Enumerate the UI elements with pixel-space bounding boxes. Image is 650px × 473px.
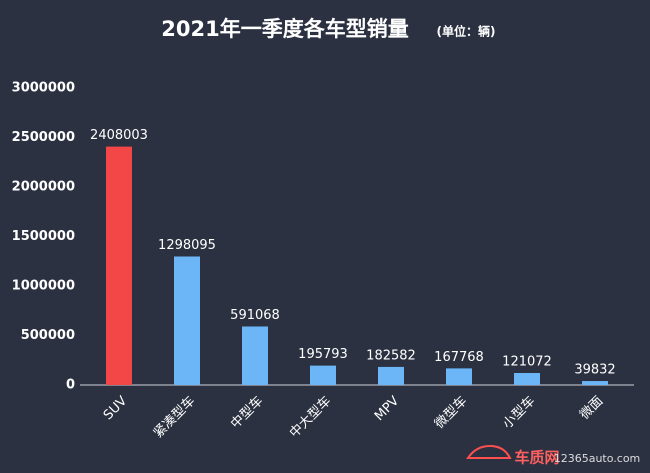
value-label: 591068 (230, 308, 280, 323)
bar (174, 256, 200, 385)
value-label: 121072 (502, 355, 552, 370)
y-tick-label: 1000000 (12, 279, 75, 294)
y-tick-label: 0 (66, 378, 75, 393)
watermark-site: 12365auto.com (554, 452, 641, 465)
bar (514, 373, 540, 385)
value-label: 1298095 (158, 238, 216, 253)
watermark-logo (466, 444, 512, 459)
y-tick-label: 2000000 (12, 180, 75, 195)
bar (582, 381, 608, 385)
y-tick-label: 500000 (21, 328, 75, 343)
chart-title: 2021年一季度各车型销量 (161, 17, 408, 41)
bar (378, 366, 404, 385)
value-label: 195793 (298, 347, 348, 362)
watermark-brand: 车质网 (514, 449, 559, 467)
chart-subtitle: (单位：辆) (437, 24, 496, 39)
y-tick-label: 1500000 (12, 229, 75, 244)
y-tick-label: 2500000 (12, 130, 75, 145)
value-label: 39832 (574, 363, 615, 378)
value-label: 167768 (434, 350, 484, 365)
bar (310, 365, 336, 385)
value-label: 182582 (366, 348, 416, 363)
y-tick-label: 3000000 (12, 81, 75, 96)
bar (446, 368, 472, 385)
bar (242, 326, 268, 385)
bar (106, 146, 132, 385)
value-label: 2408003 (90, 128, 148, 143)
